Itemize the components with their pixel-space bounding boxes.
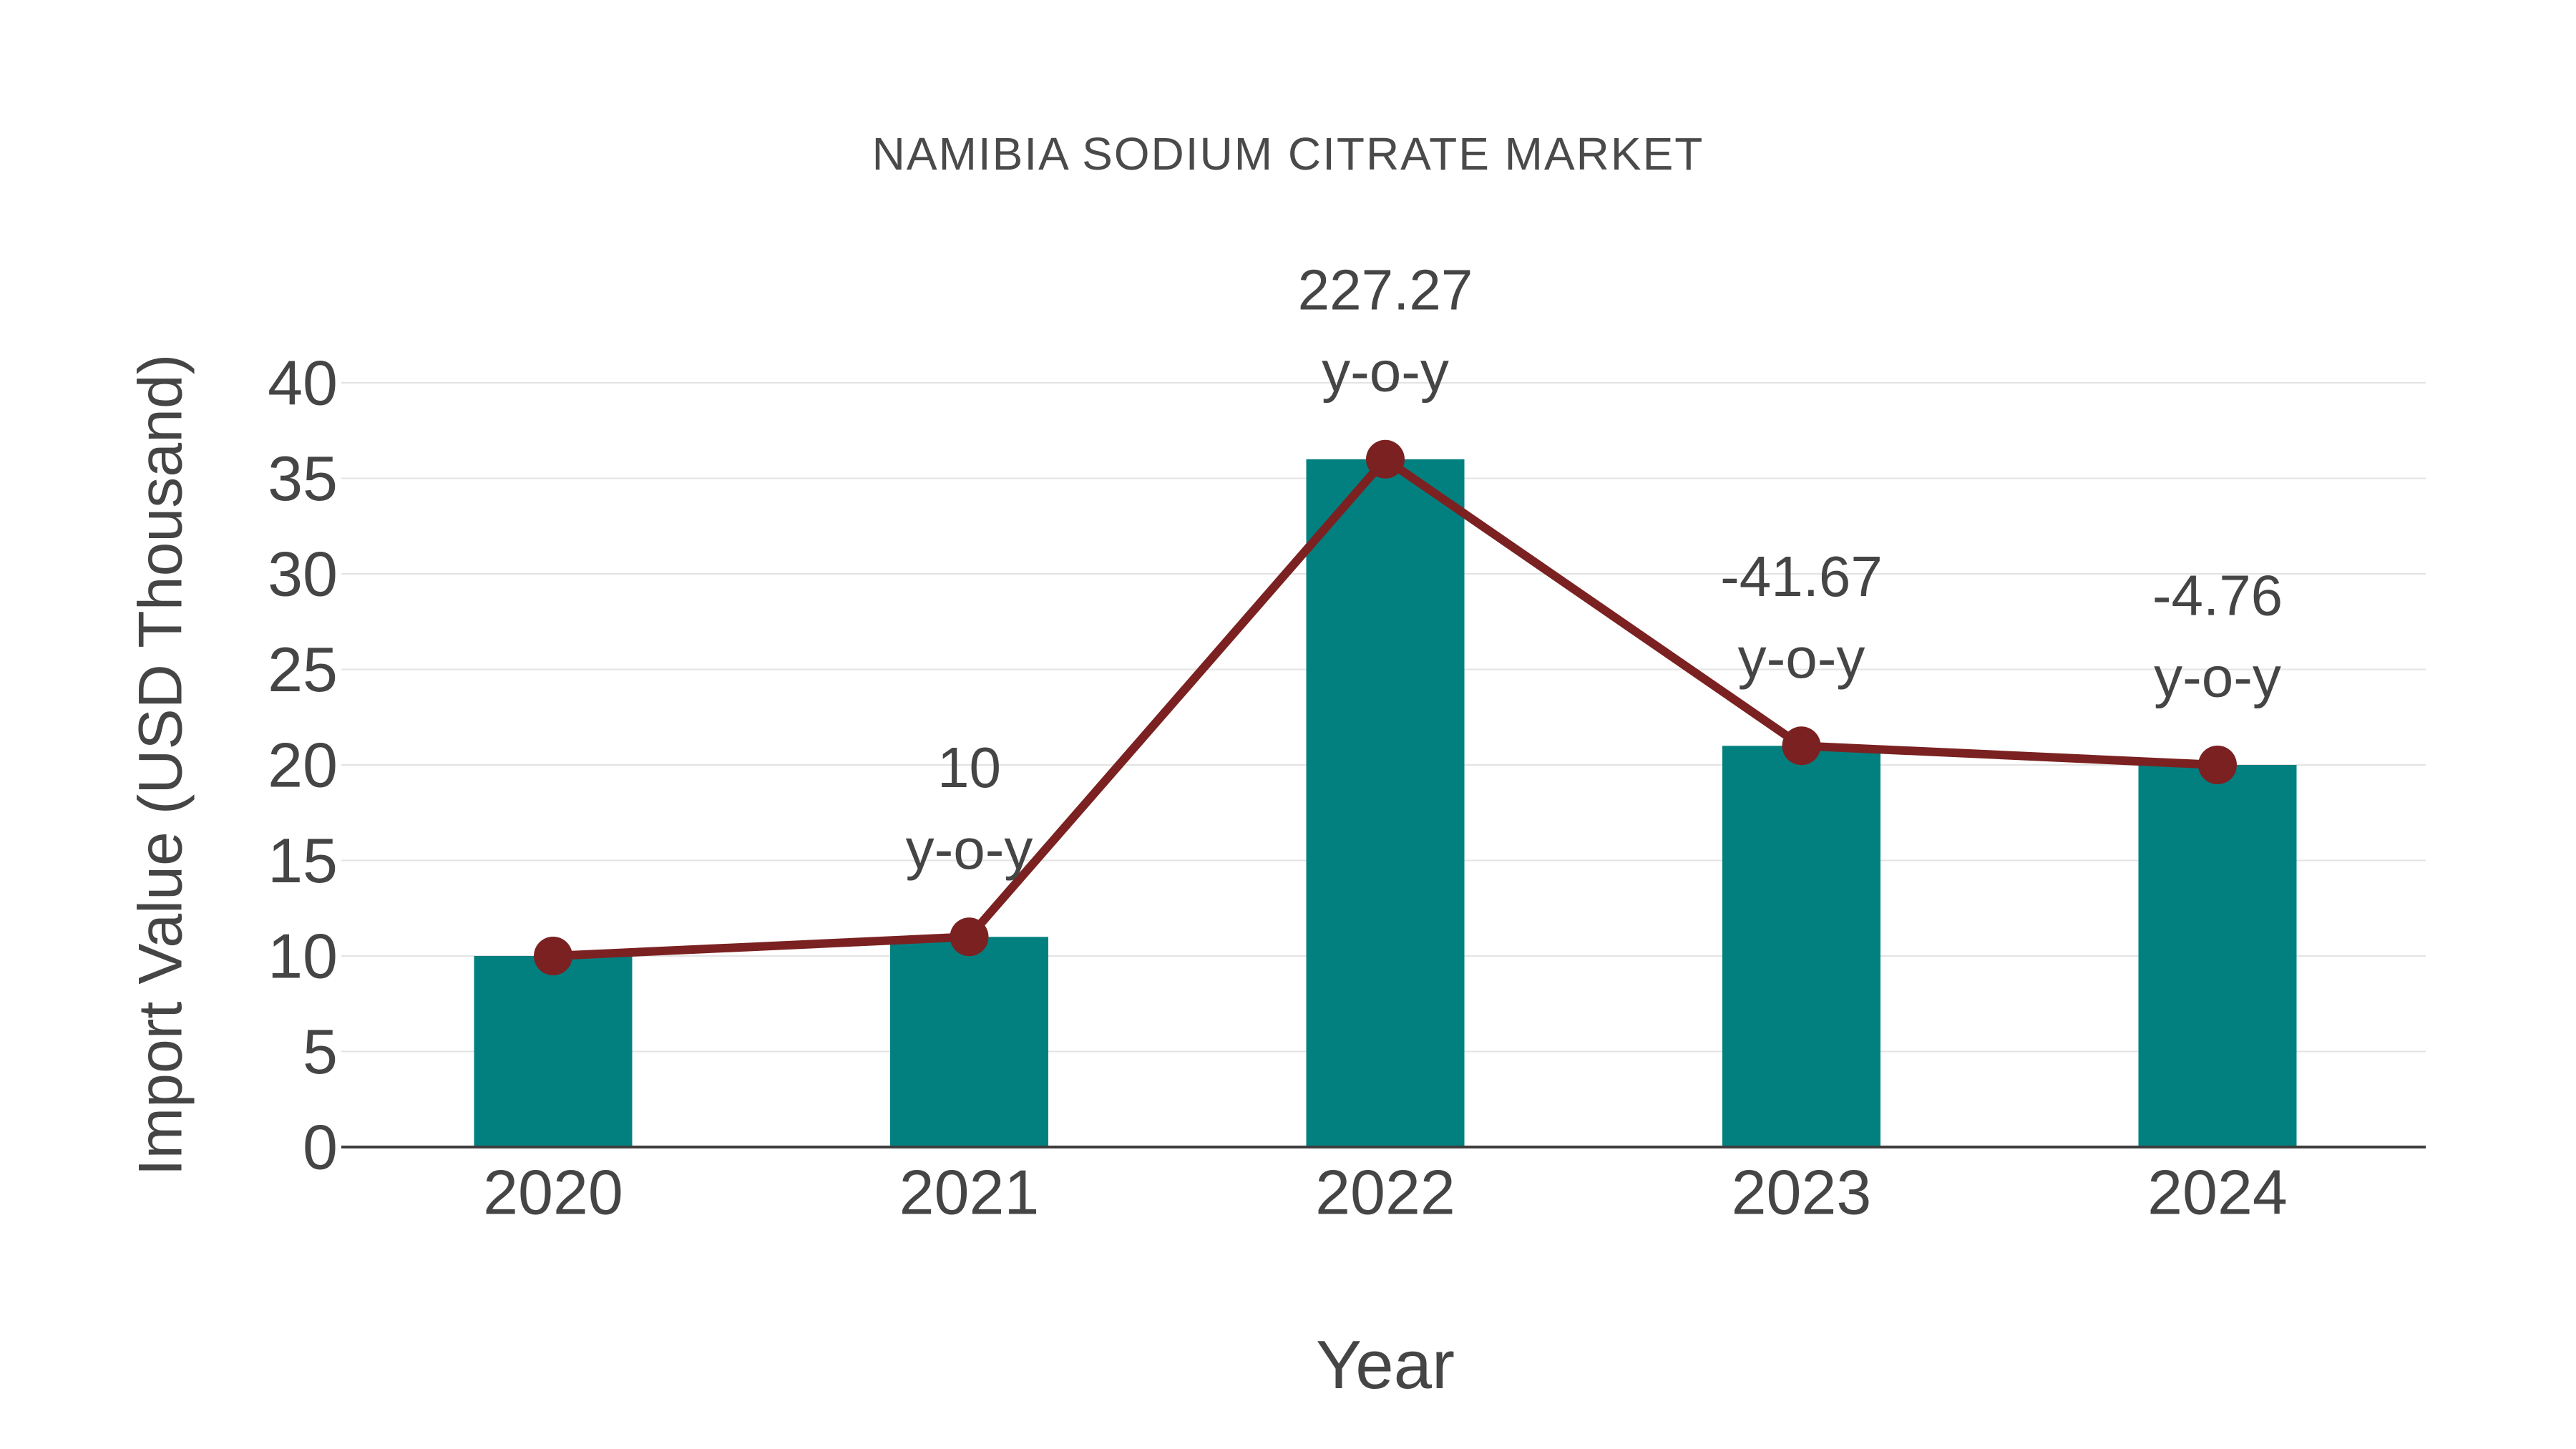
- y-tick-35: 35: [268, 443, 338, 514]
- x-axis-title: Year: [1316, 1327, 1455, 1403]
- x-tick-2022: 2022: [1315, 1157, 1455, 1228]
- y-tick-10: 10: [268, 921, 338, 992]
- annotation-2022-suffix: y-o-y: [1322, 339, 1449, 403]
- bar-2022[interactable]: [1306, 459, 1465, 1147]
- bar-2021[interactable]: [890, 937, 1048, 1147]
- x-tick-2020: 2020: [483, 1157, 623, 1228]
- annotation-2022-value: 227.27: [1298, 258, 1473, 321]
- marker-2020[interactable]: [534, 937, 572, 975]
- marker-2022[interactable]: [1366, 439, 1405, 479]
- y-tick-0: 0: [303, 1112, 338, 1183]
- bar-2023[interactable]: [1722, 746, 1880, 1147]
- annotation-2024-value: -4.76: [2152, 564, 2283, 628]
- x-tick-2024: 2024: [2147, 1157, 2288, 1228]
- y-tick-40: 40: [268, 348, 338, 419]
- marker-2023[interactable]: [1782, 726, 1821, 766]
- x-tick-2023: 2023: [1732, 1157, 1872, 1228]
- chart-title: NAMIBIA SODIUM CITRATE MARKET: [872, 128, 1704, 180]
- y-tick-20: 20: [268, 730, 338, 801]
- y-tick-5: 5: [303, 1016, 338, 1087]
- marker-2021[interactable]: [950, 917, 989, 957]
- marker-2024[interactable]: [2198, 746, 2237, 784]
- annotation-2021-suffix: y-o-y: [906, 817, 1033, 881]
- y-tick-30: 30: [268, 539, 338, 610]
- bar-2024[interactable]: [2138, 765, 2297, 1147]
- bar-2020[interactable]: [474, 956, 633, 1147]
- annotation-2023-value: -41.67: [1720, 545, 1883, 608]
- x-tick-2021: 2021: [899, 1157, 1040, 1228]
- annotation-2024-suffix: y-o-y: [2154, 645, 2281, 709]
- annotation-2021-value: 10: [937, 736, 1001, 799]
- annotation-2023-suffix: y-o-y: [1738, 626, 1865, 690]
- y-tick-15: 15: [268, 825, 338, 896]
- y-tick-25: 25: [268, 634, 338, 705]
